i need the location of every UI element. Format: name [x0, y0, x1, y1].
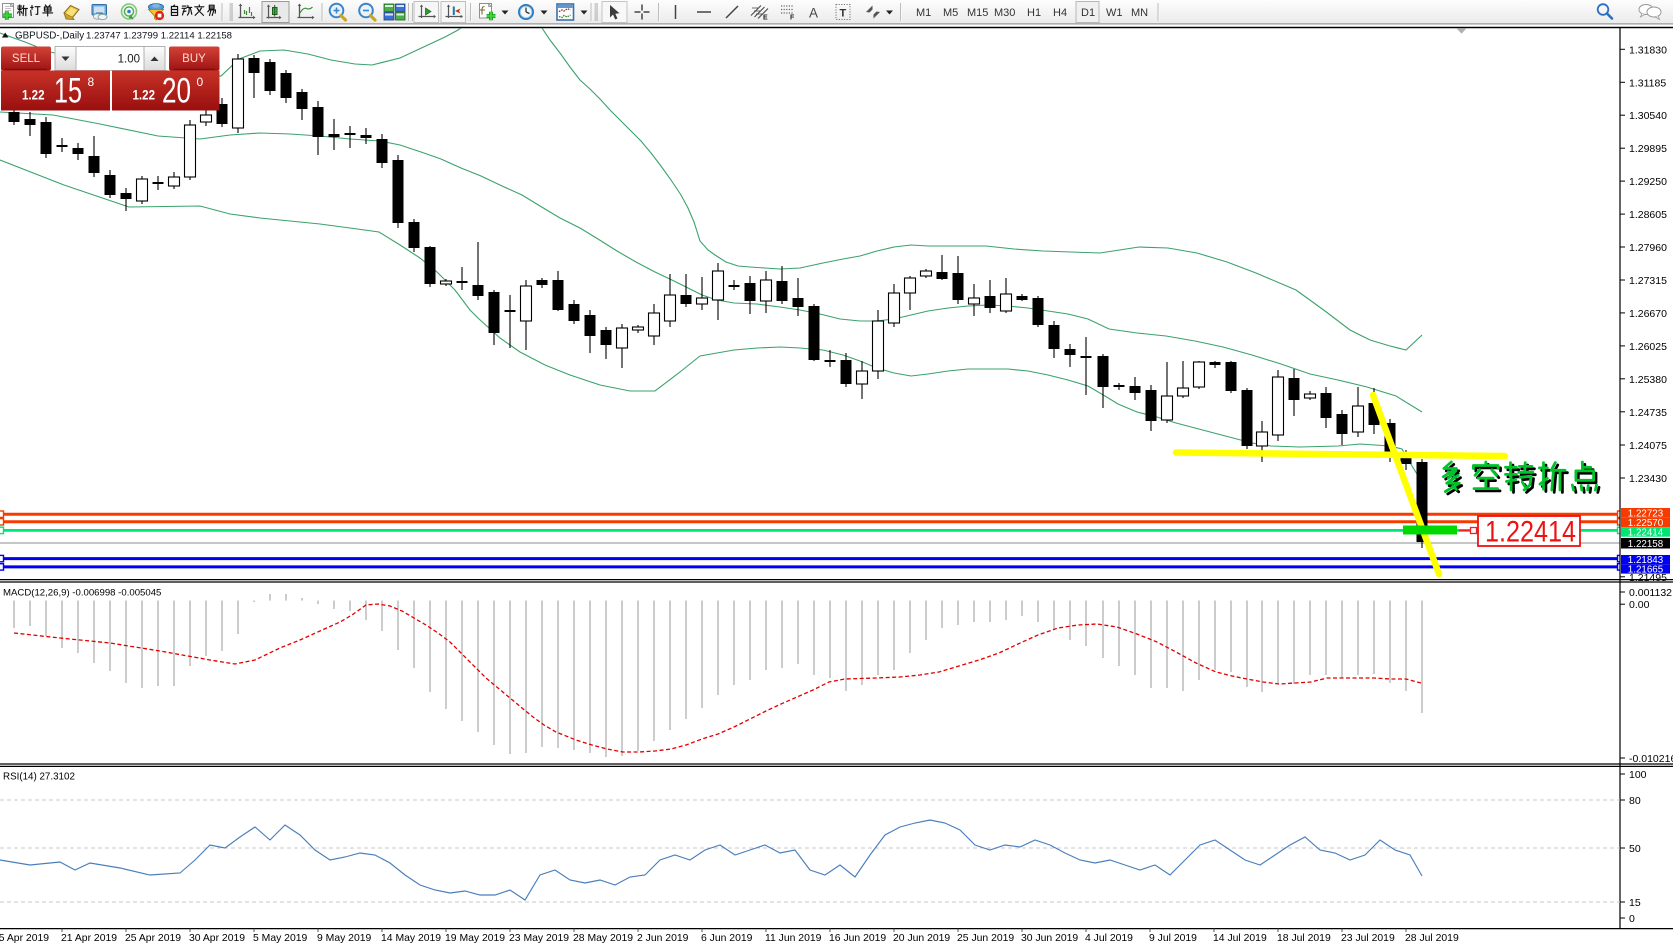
svg-text:MACD(12,26,9) -0.006998 -0.005: MACD(12,26,9) -0.006998 -0.005045	[3, 588, 161, 599]
svg-text:GBPUSD-,Daily: GBPUSD-,Daily	[15, 31, 84, 42]
svg-text:16 Jun 2019: 16 Jun 2019	[829, 933, 886, 944]
svg-text:9 Jul 2019: 9 Jul 2019	[1149, 933, 1197, 944]
svg-text:1.21843: 1.21843	[1628, 555, 1664, 566]
svg-text:SELL: SELL	[12, 53, 41, 65]
svg-text:30 Apr 2019: 30 Apr 2019	[189, 933, 245, 944]
svg-text:-0.010216: -0.010216	[1629, 753, 1673, 765]
svg-text:15: 15	[54, 71, 82, 111]
svg-text:18 Jul 2019: 18 Jul 2019	[1277, 933, 1331, 944]
svg-text:20 Jun 2019: 20 Jun 2019	[893, 933, 950, 944]
svg-text:0.001132: 0.001132	[1629, 587, 1672, 599]
svg-text:1.30540: 1.30540	[1629, 110, 1667, 122]
svg-text:21 Apr 2019: 21 Apr 2019	[61, 933, 117, 944]
svg-text:30 Jun 2019: 30 Jun 2019	[1021, 933, 1078, 944]
svg-text:1.24075: 1.24075	[1629, 440, 1667, 452]
svg-text:19 May 2019: 19 May 2019	[445, 933, 505, 944]
svg-text:8: 8	[88, 75, 95, 89]
svg-text:1.28605: 1.28605	[1629, 209, 1667, 221]
svg-text:1.29895: 1.29895	[1629, 143, 1667, 155]
svg-text:T: T	[840, 8, 847, 20]
svg-text:M1: M1	[916, 7, 931, 19]
svg-text:1.22: 1.22	[22, 87, 45, 103]
svg-text:14 Jul 2019: 14 Jul 2019	[1213, 933, 1267, 944]
svg-text:1.00: 1.00	[118, 53, 140, 65]
svg-text:1.22414: 1.22414	[1628, 528, 1664, 539]
svg-text:28 May 2019: 28 May 2019	[573, 933, 633, 944]
svg-text:1.27315: 1.27315	[1629, 275, 1667, 287]
svg-text:H1: H1	[1027, 7, 1041, 19]
svg-text:23 Jul 2019: 23 Jul 2019	[1341, 933, 1395, 944]
svg-text:MN: MN	[1131, 7, 1148, 19]
svg-text:20: 20	[162, 71, 191, 111]
svg-text:1.27960: 1.27960	[1629, 242, 1667, 254]
svg-text:23 May 2019: 23 May 2019	[509, 933, 569, 944]
svg-text:1.31830: 1.31830	[1629, 44, 1667, 56]
svg-text:1.25380: 1.25380	[1629, 374, 1667, 386]
svg-text:1.23747 1.23799 1.22114 1.2215: 1.23747 1.23799 1.22114 1.22158	[86, 31, 232, 42]
svg-text:F: F	[790, 15, 795, 22]
svg-text:1.22158: 1.22158	[1628, 539, 1664, 550]
svg-text:1.29250: 1.29250	[1629, 176, 1667, 188]
svg-text:11 Jun 2019: 11 Jun 2019	[765, 933, 822, 944]
svg-text:1.26670: 1.26670	[1629, 308, 1667, 320]
svg-text:14 May 2019: 14 May 2019	[381, 933, 441, 944]
svg-text:D1: D1	[1081, 7, 1095, 19]
svg-text:M5: M5	[943, 7, 958, 19]
svg-text:50: 50	[1629, 843, 1641, 855]
svg-text:W1: W1	[1106, 7, 1123, 19]
svg-text:1.22414: 1.22414	[1485, 516, 1576, 549]
svg-text:1.22570: 1.22570	[1628, 518, 1664, 529]
svg-text:15: 15	[1629, 897, 1641, 909]
svg-text:M15: M15	[967, 7, 988, 19]
svg-text:9 May 2019: 9 May 2019	[317, 933, 372, 944]
svg-text:1.26025: 1.26025	[1629, 341, 1667, 353]
svg-text:1.31185: 1.31185	[1629, 77, 1666, 89]
svg-text:15 Apr 2019: 15 Apr 2019	[0, 933, 49, 944]
svg-text:RSI(14) 27.3102: RSI(14) 27.3102	[3, 772, 75, 783]
svg-text:1.21665: 1.21665	[1628, 565, 1664, 576]
svg-text:A: A	[809, 6, 818, 21]
svg-text:80: 80	[1629, 795, 1641, 807]
svg-text:H4: H4	[1053, 7, 1067, 19]
svg-text:M30: M30	[994, 7, 1015, 19]
svg-text:25 Apr 2019: 25 Apr 2019	[125, 933, 181, 944]
svg-text:100: 100	[1629, 769, 1647, 781]
svg-text:2 Jun 2019: 2 Jun 2019	[637, 933, 689, 944]
svg-text:1.24735: 1.24735	[1629, 407, 1667, 419]
svg-text:4 Jul 2019: 4 Jul 2019	[1085, 933, 1133, 944]
svg-text:BUY: BUY	[182, 53, 206, 65]
svg-text:28 Jul 2019: 28 Jul 2019	[1405, 933, 1459, 944]
svg-text:1.23430: 1.23430	[1629, 473, 1667, 485]
svg-text:0.00: 0.00	[1629, 599, 1650, 611]
svg-text:1.22723: 1.22723	[1628, 509, 1664, 520]
svg-text:0: 0	[1629, 913, 1635, 925]
svg-text:5 May 2019: 5 May 2019	[253, 933, 308, 944]
svg-text:25 Jun 2019: 25 Jun 2019	[957, 933, 1014, 944]
svg-text:1.21495: 1.21495	[1629, 572, 1667, 584]
svg-text:0: 0	[197, 75, 204, 89]
svg-text:6 Jun 2019: 6 Jun 2019	[701, 933, 753, 944]
svg-text:1.22: 1.22	[133, 87, 156, 103]
svg-text:E: E	[763, 15, 768, 22]
